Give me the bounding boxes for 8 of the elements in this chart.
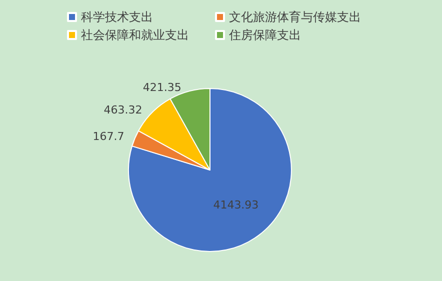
data-label: 463.32 <box>104 103 142 116</box>
legend-label: 文化旅游体育与传媒支出 <box>229 10 361 24</box>
data-label: 167.7 <box>92 130 124 144</box>
legend-label: 住房保障支出 <box>228 28 301 42</box>
legend-label: 科学技术支出 <box>81 10 153 24</box>
legend-label: 社会保障和就业支出 <box>81 28 189 42</box>
data-label: 4143.93 <box>213 198 259 212</box>
data-label: 421.35 <box>142 80 182 94</box>
